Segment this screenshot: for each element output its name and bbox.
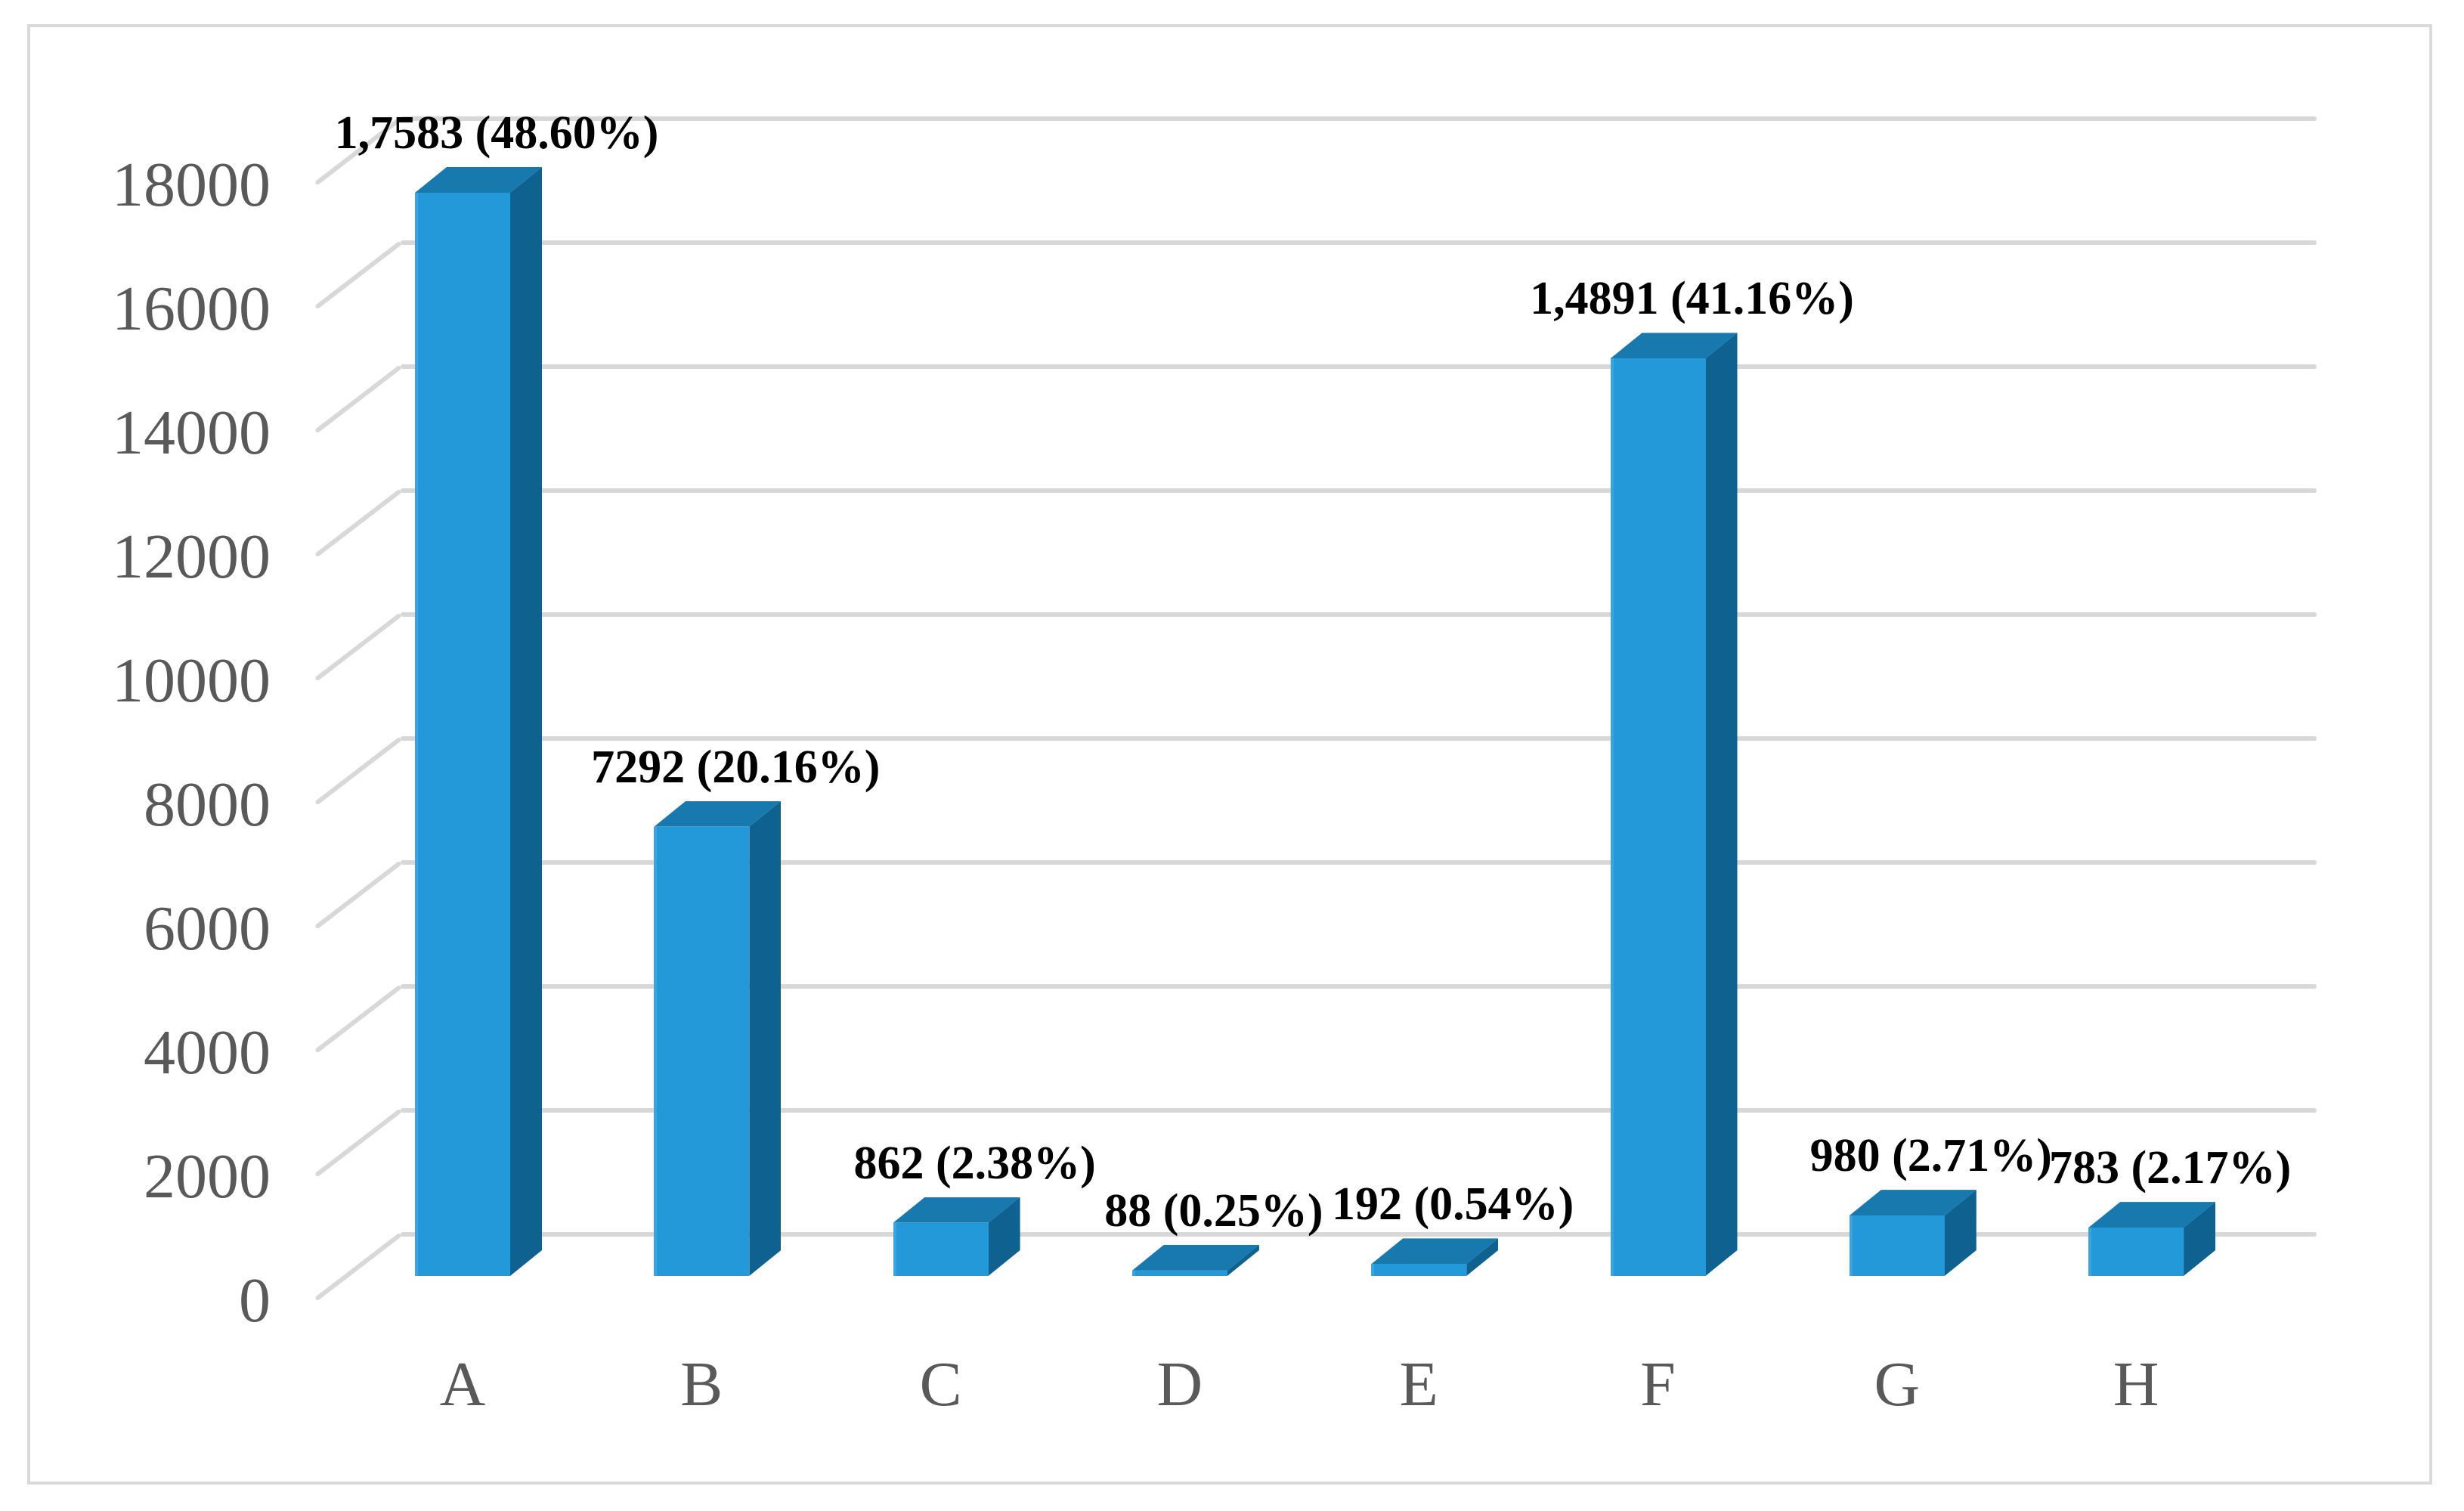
bar-side-face	[749, 801, 781, 1276]
gridline	[401, 736, 2317, 741]
gridline	[401, 984, 2317, 989]
bar-value-label: 88 (0.25%)	[1104, 1184, 1323, 1237]
bar-side-face	[510, 167, 542, 1276]
gridline	[401, 1232, 2317, 1237]
category-label-H: H	[2113, 1349, 2159, 1420]
y-tick-label: 2000	[144, 1141, 271, 1212]
gridline	[401, 860, 2317, 865]
bar-front-face	[1849, 1215, 1945, 1276]
category-label-D: D	[1156, 1349, 1203, 1420]
y-tick-label: 10000	[112, 646, 271, 716]
y-tick-label: 4000	[144, 1017, 271, 1088]
bar-front-face	[2088, 1228, 2184, 1276]
gridline	[401, 240, 2317, 245]
bar-value-label: 7292 (20.16%)	[591, 741, 881, 793]
bar-value-label: 980 (2.71%)	[1809, 1130, 2052, 1182]
bar-front-face	[415, 192, 510, 1276]
bar-front-face	[1610, 358, 1706, 1276]
bar-value-label: 1,4891 (41.16%)	[1530, 273, 1854, 325]
y-tick-label: 14000	[112, 398, 271, 468]
bar-front-face	[654, 826, 750, 1276]
y-tick-label: 8000	[144, 769, 271, 840]
gridline	[401, 612, 2317, 617]
category-label-B: B	[680, 1349, 723, 1420]
category-label-F: F	[1640, 1349, 1676, 1420]
y-tick-label: 12000	[112, 522, 271, 592]
bar-side-face	[1706, 333, 1738, 1276]
y-tick-label: 18000	[112, 150, 271, 220]
bar-value-label: 1,7583 (48.60%)	[334, 107, 659, 159]
y-tick-label: 0	[239, 1265, 271, 1336]
bar-value-label: 192 (0.54%)	[1332, 1178, 1574, 1231]
bar-front-face	[893, 1222, 989, 1276]
bar-value-label: 862 (2.38%)	[853, 1137, 1096, 1189]
y-tick-label: 16000	[112, 274, 271, 344]
gridline	[401, 116, 2317, 121]
category-label-E: E	[1399, 1349, 1438, 1420]
gridline	[401, 488, 2317, 493]
gridline	[401, 1108, 2317, 1113]
bar-value-label: 783 (2.17%)	[2048, 1142, 2292, 1194]
gridline	[401, 364, 2317, 369]
y-tick-label: 6000	[144, 893, 271, 964]
category-label-G: G	[1874, 1349, 1921, 1420]
category-label-C: C	[919, 1349, 962, 1420]
bar-front-face	[1131, 1270, 1227, 1276]
category-label-A: A	[439, 1349, 486, 1420]
bar-front-face	[1371, 1264, 1467, 1276]
